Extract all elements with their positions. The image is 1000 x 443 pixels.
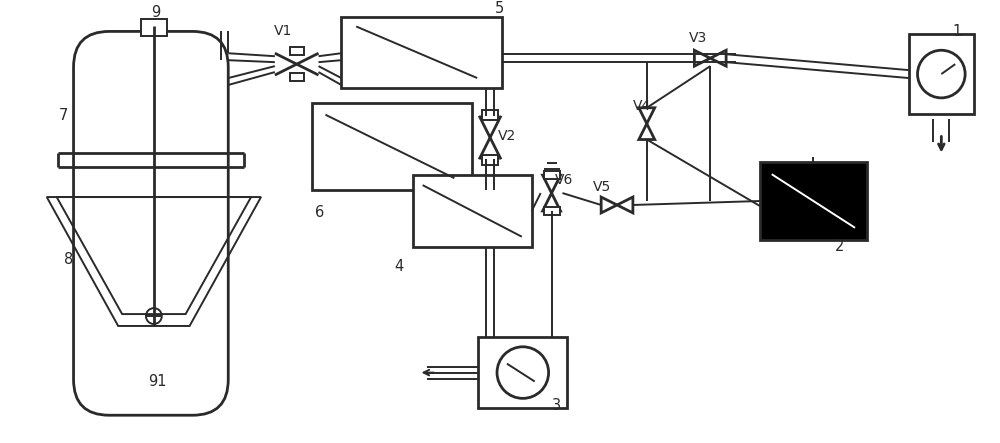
Text: 9: 9 [151, 5, 160, 20]
Bar [141, 19, 167, 36]
Bar [482, 110, 498, 120]
Text: 3: 3 [552, 398, 561, 413]
Text: V5: V5 [593, 180, 611, 194]
FancyBboxPatch shape [74, 31, 228, 415]
Bar [544, 171, 560, 179]
Bar [413, 175, 532, 247]
Bar [544, 207, 560, 215]
Text: 6: 6 [315, 206, 324, 221]
Bar [290, 47, 304, 55]
Text: 91: 91 [148, 374, 166, 389]
Bar [909, 35, 974, 114]
Bar [290, 73, 304, 81]
Text: 7: 7 [59, 108, 68, 123]
Text: 1: 1 [952, 24, 961, 39]
Bar [482, 155, 498, 165]
Text: 8: 8 [64, 252, 73, 267]
Text: V4: V4 [633, 99, 651, 113]
Bar [312, 103, 472, 190]
Text: V1: V1 [274, 24, 292, 39]
Text: 5: 5 [495, 1, 504, 16]
Text: V6: V6 [555, 173, 573, 187]
Bar [760, 162, 867, 240]
Text: V2: V2 [498, 128, 516, 143]
Text: V3: V3 [688, 31, 707, 45]
Bar [478, 337, 567, 408]
Bar [341, 16, 502, 88]
Text: 2: 2 [835, 239, 845, 254]
Text: 4: 4 [394, 259, 403, 274]
